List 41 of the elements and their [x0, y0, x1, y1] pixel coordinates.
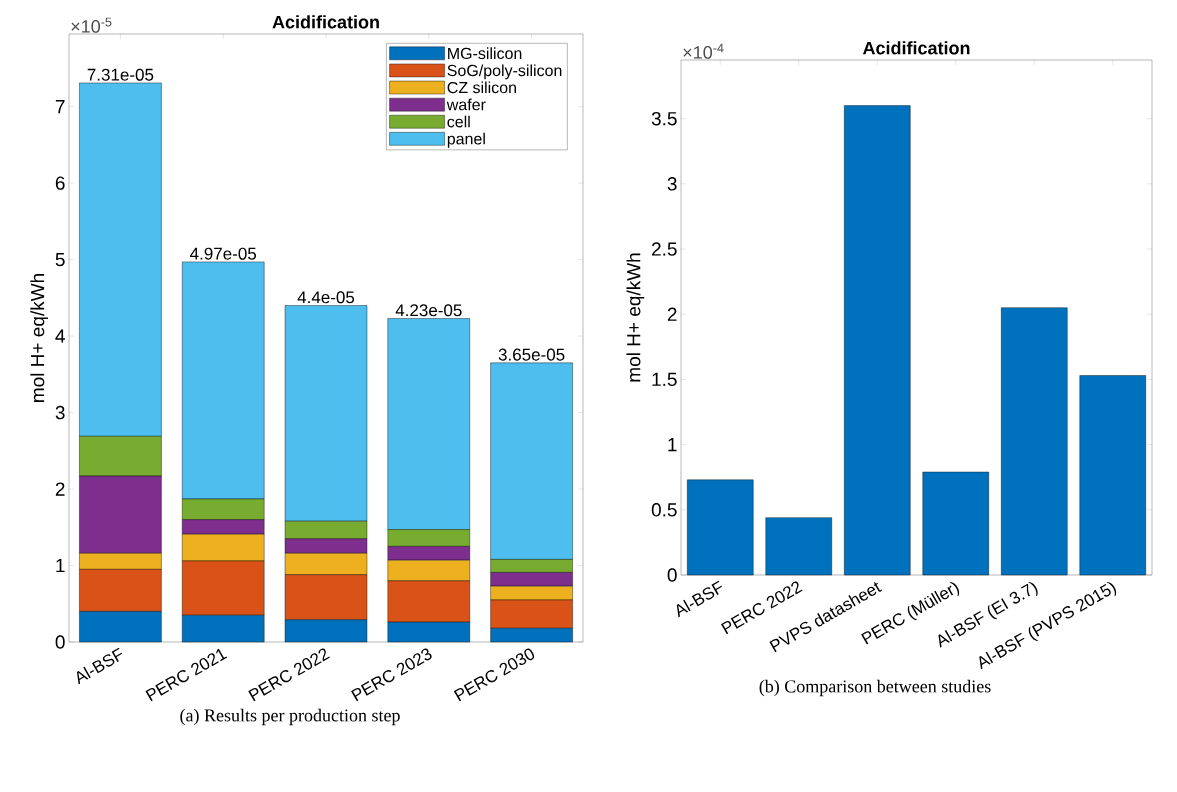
y-tick-label: 3.5 [651, 111, 677, 126]
y-tick-label: 4 [55, 329, 65, 343]
y-tick-label: 6 [55, 176, 65, 190]
y-tick-label: 2 [55, 482, 65, 496]
bar [922, 471, 989, 576]
bar [1079, 375, 1146, 576]
bar [765, 517, 832, 576]
text: (a) Results per production step [180, 708, 400, 726]
legend-label: cell [447, 115, 470, 128]
y-tick-label: 2.5 [652, 242, 677, 256]
y-tick-label: 3 [55, 405, 65, 420]
legend-label: MG-silicon [448, 47, 522, 60]
y-axis-title: mol H+ eq/kWh [626, 253, 645, 382]
legend-label: panel [447, 132, 485, 148]
bar [687, 479, 754, 576]
legend-label: CZ silicon [447, 81, 516, 94]
chart-title: Acidification [272, 15, 379, 29]
y-tick-label: 1.5 [652, 372, 677, 387]
y-tick-label: 0 [667, 568, 677, 582]
annotation: 4.4e-05 [297, 291, 355, 304]
bar [1001, 307, 1068, 576]
legend-label: SoG/poly-silicon [447, 64, 562, 80]
y-tick-label: 2 [667, 307, 677, 321]
y-tick-label: 0.5 [651, 503, 677, 517]
text: (b) Comparison between studies [759, 679, 991, 697]
annotation: 4.23e-05 [395, 304, 462, 317]
y-axis-title: mol H+ eq/kWh [30, 274, 49, 402]
y-tick-label: 3 [667, 177, 677, 191]
y-tick-label: 0 [55, 635, 65, 649]
y-tick-label: 1 [56, 558, 65, 573]
text: ×10$^{-5}$ [71, 17, 112, 33]
chart-title: Acidification [862, 41, 970, 55]
annotation: 4.97e-05 [190, 247, 257, 260]
annotation: 7.31e-05 [87, 68, 154, 81]
text: ×10$^{-4}$ [683, 43, 724, 59]
y-tick-label: 7 [55, 100, 65, 114]
y-tick-label: 5 [55, 252, 65, 267]
bar [844, 105, 911, 576]
annotation: 3.65e-05 [498, 348, 565, 361]
y-tick-label: 1 [668, 438, 677, 452]
legend-label: wafer [446, 98, 486, 111]
